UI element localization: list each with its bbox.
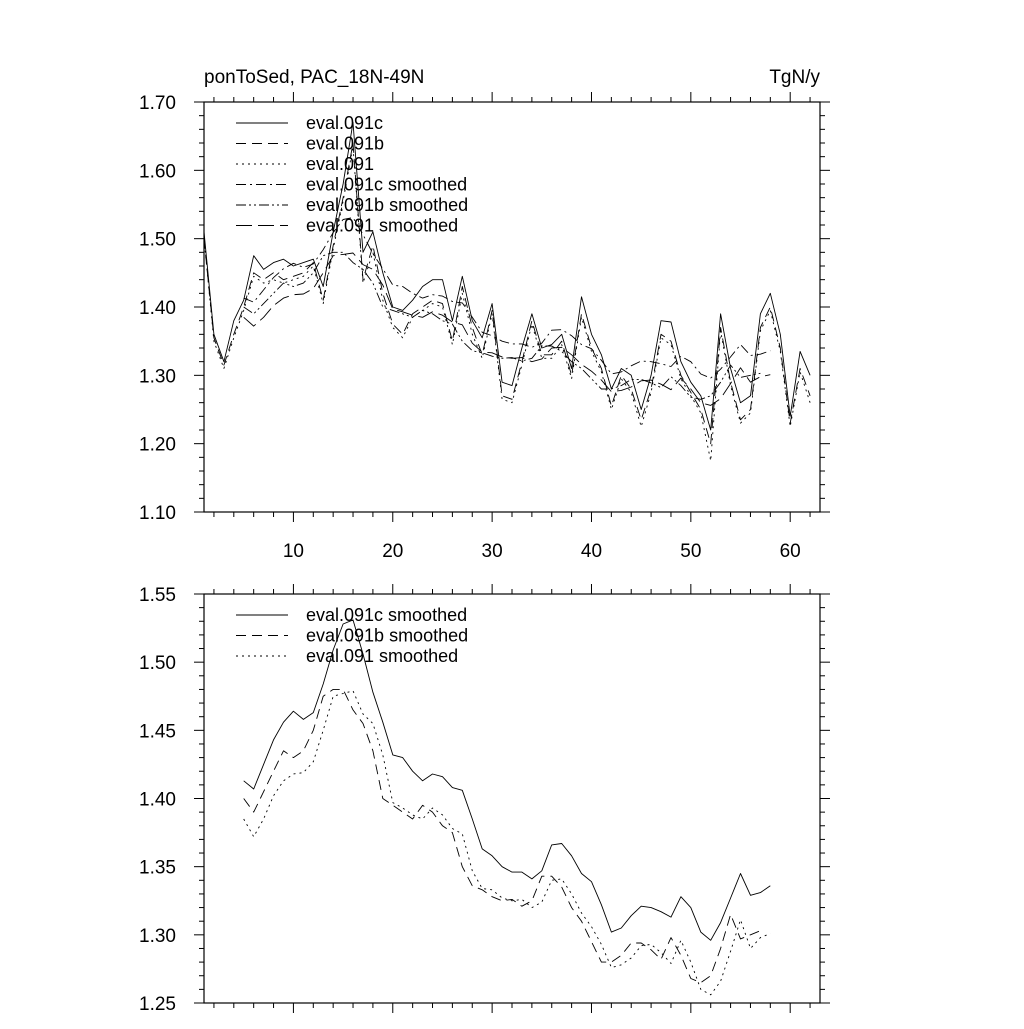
y-tick-label: 1.30 [139,926,176,947]
y-tick-label: 1.40 [139,298,176,319]
x-tick-label: 20 [382,541,403,562]
series-line-1 [243,619,771,941]
y-tick-label: 1.35 [139,858,176,879]
y-tick-label: 1.25 [139,994,176,1015]
legend-entry: eval.091b smoothed [306,626,468,646]
series-group [204,122,811,462]
x-tick-label: 10 [283,541,304,562]
series-line-3 [243,690,771,996]
y-tick-label: 1.45 [139,721,176,742]
legend-entry: eval.091c smoothed [306,175,467,195]
y-tick-label: 1.20 [139,435,176,456]
plot-frame [203,101,821,513]
panel-top: 10 20 30 40 50 60 1.10 1.20 1.30 1.40 1.50 1.60 1.70… [139,92,830,562]
panel-bottom: 1.25 1.30 1.35 1.40 1.45 1.50 1.55 eval.091c sm… [139,584,830,1015]
y-tick-label: 1.55 [139,585,176,606]
y-tick-label: 1.70 [139,93,176,114]
series-line-1 [204,122,811,431]
series-group [243,619,771,996]
plot-frame [203,593,821,1004]
legend-entry: eval.091c smoothed [306,605,467,625]
y-tick-label: 1.60 [139,161,176,182]
legend-entry: eval.091 smoothed [306,216,458,236]
legend-entry: eval.091 [306,154,374,174]
series-line-3 [204,145,811,462]
x-tick-label: 40 [581,541,602,562]
y-tick-label: 1.50 [139,230,176,251]
series-line-2 [243,688,761,984]
series-line-4 [243,217,771,379]
legend-entry: eval.091 smoothed [306,646,458,666]
legend-entry: eval.091b smoothed [306,195,468,215]
series-line-6 [243,252,771,406]
y-tick-label: 1.40 [139,790,176,811]
x-tick-label: 50 [680,541,701,562]
y-tick-label: 1.30 [139,366,176,387]
x-tick-label: 30 [482,541,503,562]
series-line-5 [243,251,761,400]
y-tick-label: 1.50 [139,653,176,674]
series-line-2 [204,142,811,445]
title-right: TgN/y [769,67,820,88]
legend-entry: eval.091b [306,134,384,154]
y-tick-label: 1.10 [139,503,176,524]
x-tick-label: 60 [780,541,801,562]
legend-entry: eval.091c [306,113,383,133]
title-left: ponToSed, PAC_18N-49N [204,67,424,88]
